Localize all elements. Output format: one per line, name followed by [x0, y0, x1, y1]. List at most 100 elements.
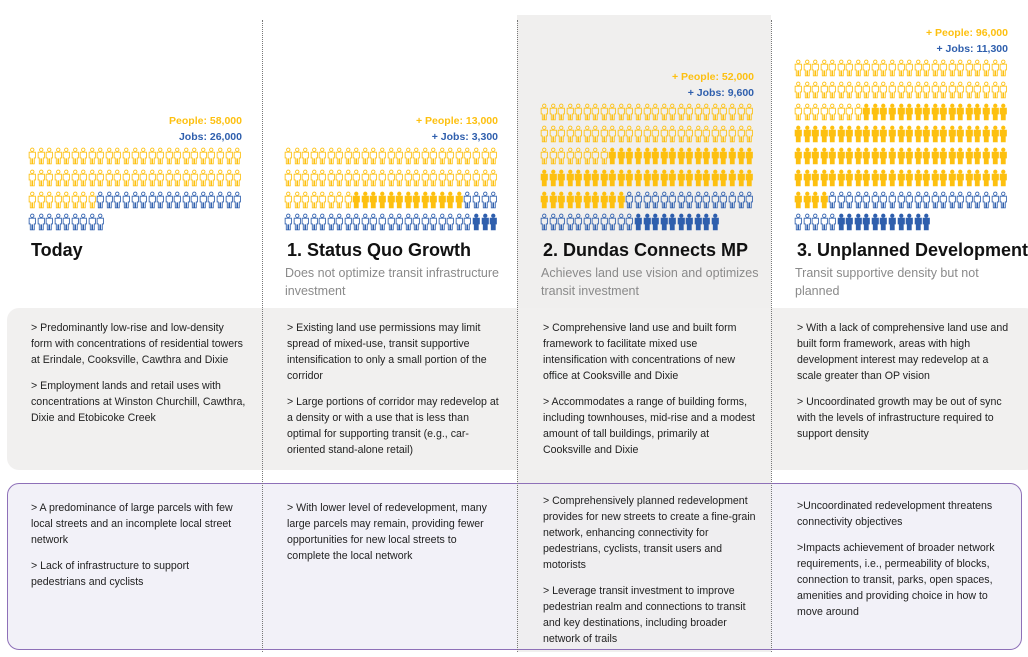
- person-icon-people-new: [914, 169, 922, 187]
- person-icon-people-existing: [728, 125, 736, 143]
- person-icon-people-new: [854, 125, 862, 143]
- person-icon-people-existing: [284, 169, 292, 187]
- person-icon-people-new: [991, 169, 999, 187]
- person-icon-people-existing: [880, 59, 888, 77]
- person-icon-people-existing: [811, 103, 819, 121]
- person-icon-jobs-new: [854, 213, 862, 231]
- person-icon-jobs-new: [871, 213, 879, 231]
- person-icon-people-existing: [156, 169, 165, 187]
- person-icon-people-existing: [540, 147, 548, 165]
- person-icon-people-new: [845, 125, 854, 143]
- person-icon-jobs-existing: [694, 191, 702, 209]
- person-icon-people-new: [922, 147, 931, 165]
- person-icon-people-existing: [811, 59, 819, 77]
- person-icon-people-existing: [387, 147, 395, 165]
- person-icon-people-new: [982, 147, 990, 165]
- person-icon-jobs-existing: [293, 213, 301, 231]
- person-icon-jobs-new: [660, 213, 668, 231]
- person-icon-people-existing: [897, 81, 905, 99]
- person-icon-jobs-existing: [557, 213, 565, 231]
- network-point: >Uncoordinated redevelopment threatens c…: [797, 500, 993, 528]
- person-icon-people-existing: [600, 103, 608, 121]
- person-icon-jobs-existing: [609, 213, 617, 231]
- person-icon-people-existing: [472, 147, 480, 165]
- person-icon-people-existing: [284, 191, 292, 209]
- person-icon-people-existing: [905, 59, 913, 77]
- person-icon-people-existing: [191, 169, 199, 187]
- person-icon-people-new: [914, 125, 922, 143]
- person-icon-people-existing: [353, 147, 361, 165]
- person-icon-jobs-new: [694, 213, 702, 231]
- person-icon-people-new: [421, 191, 429, 209]
- person-icon-jobs-existing: [455, 213, 463, 231]
- person-icon-people-new: [914, 103, 922, 121]
- stats: + People: 13,000 + Jobs: 3,300: [284, 113, 498, 145]
- person-icon-jobs-existing: [105, 191, 113, 209]
- person-icon-people-existing: [583, 103, 591, 121]
- person-icon-people-existing: [566, 147, 574, 165]
- person-icon-jobs-existing: [888, 191, 896, 209]
- jobs-label: + Jobs: 9,600: [687, 87, 754, 99]
- person-icon-people-new: [837, 125, 845, 143]
- scenario-title: 3. Unplanned Development: [797, 240, 1028, 260]
- person-icon-people-existing: [677, 103, 685, 121]
- person-icon-jobs-existing: [728, 191, 736, 209]
- person-icon-people-existing: [430, 169, 438, 187]
- person-icon-people-new: [626, 169, 634, 187]
- person-icon-people-existing: [378, 147, 386, 165]
- person-icon-people-new: [574, 191, 583, 209]
- person-icon-jobs-new: [703, 213, 711, 231]
- person-icon-people-new: [794, 169, 802, 187]
- person-icon-people-existing: [583, 147, 591, 165]
- person-icon-people-existing: [745, 125, 753, 143]
- stats: + People: 96,000 + Jobs: 11,300: [794, 25, 1008, 57]
- person-icon-people-new: [745, 147, 753, 165]
- person-icon-people-existing: [370, 169, 378, 187]
- person-icon-people-new: [828, 147, 837, 165]
- person-icon-people-new: [999, 103, 1007, 121]
- person-icon-people-new: [438, 191, 446, 209]
- person-icon-people-new: [982, 169, 990, 187]
- person-icon-people-new: [982, 103, 990, 121]
- person-icon-people-new: [820, 169, 828, 187]
- person-icon-people-new: [957, 169, 965, 187]
- person-icon-people-new: [905, 125, 913, 143]
- land-use-point: > Comprehensive land use and built form …: [543, 322, 737, 382]
- person-icon-people-new: [803, 169, 811, 187]
- person-icon-people-new: [871, 169, 879, 187]
- person-icon-people-new: [948, 125, 956, 143]
- person-icon-people-existing: [37, 191, 45, 209]
- person-icon-people-new: [940, 169, 948, 187]
- person-icon-jobs-existing: [660, 191, 668, 209]
- network-text: >Uncoordinated redevelopment threatens c…: [797, 498, 1012, 630]
- person-icon-people-new: [991, 125, 999, 143]
- column-divider: [262, 20, 263, 652]
- person-icon-people-new: [905, 169, 913, 187]
- person-icon-people-existing: [284, 147, 292, 165]
- person-icon-people-new: [837, 147, 845, 165]
- person-icon-people-existing: [37, 169, 45, 187]
- person-icon-jobs-existing: [931, 191, 939, 209]
- person-icon-jobs-new: [643, 213, 651, 231]
- person-icon-people-existing: [931, 59, 939, 77]
- person-icon-jobs-existing: [540, 213, 548, 231]
- scenario-subtitle: Does not optimize transit infrastructure…: [285, 266, 499, 298]
- person-icon-people-new: [745, 169, 753, 187]
- person-icon-jobs-existing: [905, 191, 913, 209]
- person-icon-people-new: [626, 147, 634, 165]
- person-icon-jobs-existing: [914, 191, 922, 209]
- person-icon-people-existing: [948, 59, 956, 77]
- person-icon-people-new: [387, 191, 395, 209]
- person-icon-people-existing: [156, 147, 165, 165]
- person-icon-people-new: [888, 147, 896, 165]
- person-icon-people-existing: [344, 169, 352, 187]
- person-icon-people-new: [609, 191, 617, 209]
- person-icon-people-new: [803, 125, 811, 143]
- person-icon-people-new: [922, 169, 931, 187]
- person-icon-people-existing: [361, 169, 369, 187]
- person-icon-jobs-existing: [940, 191, 948, 209]
- person-icon-people-existing: [318, 191, 327, 209]
- person-icon-people-new: [583, 191, 591, 209]
- person-icon-people-new: [677, 169, 685, 187]
- person-icon-people-existing: [139, 147, 147, 165]
